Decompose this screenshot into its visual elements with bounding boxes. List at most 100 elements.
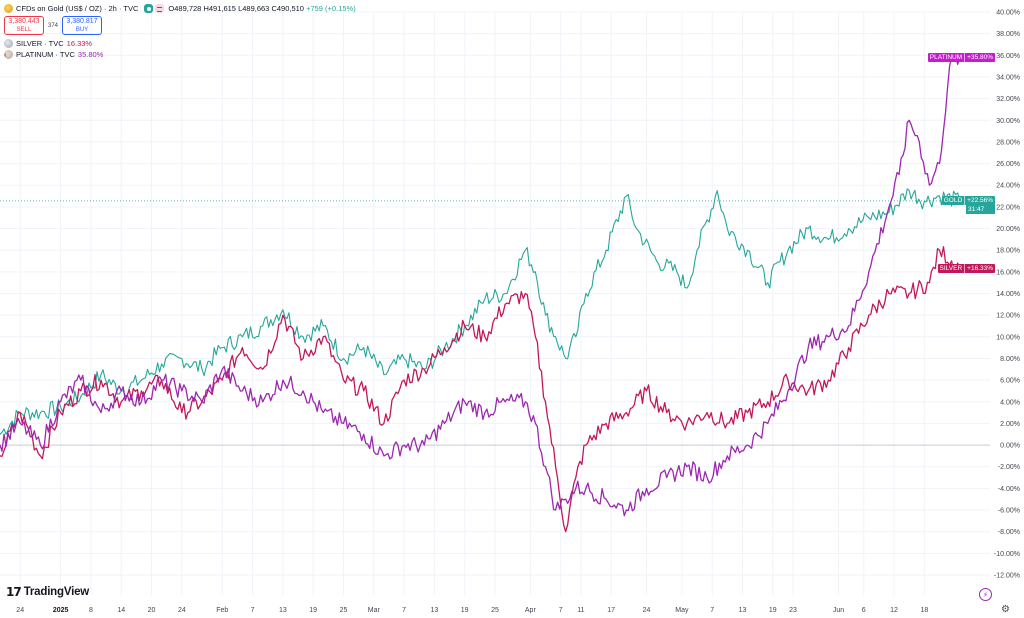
x-tick-label: 7 xyxy=(710,607,714,614)
spread-value: 374 xyxy=(47,22,58,29)
platinum-name: PLATINUM · TVC xyxy=(16,49,75,59)
x-tick-label: 13 xyxy=(430,607,438,614)
legend: CFDs on Gold (US$ / OZ) · 2h · TVC O489,… xyxy=(4,3,359,60)
tradingview-logo-text: TradingView xyxy=(23,586,90,598)
x-tick-label: 13 xyxy=(739,607,747,614)
lightning-icon[interactable]: ⚡ xyxy=(979,588,992,601)
series-line-platinum[interactable] xyxy=(0,55,961,517)
y-tick-label: 8.00% xyxy=(1000,356,1020,363)
x-tick-label: Apr xyxy=(525,607,537,614)
y-tick-label: 12.00% xyxy=(996,313,1020,320)
platinum-change: 35.80% xyxy=(77,49,104,59)
y-tick-label: 32.00% xyxy=(996,96,1020,103)
platinum-badge-value: +35.80% xyxy=(967,53,993,61)
x-tick-label: 6 xyxy=(862,607,866,614)
y-tick-label: 40.00% xyxy=(996,10,1020,17)
y-tick-label: 26.00% xyxy=(996,161,1020,168)
x-tick-label: 19 xyxy=(309,607,317,614)
buy-button[interactable]: 3,380.817 BUY xyxy=(62,16,102,35)
platinum-badge-name: PLATINUM xyxy=(928,52,966,62)
x-tick-label: 13 xyxy=(279,607,287,614)
x-tick-label: 11 xyxy=(577,607,584,614)
x-tick-label: May xyxy=(675,607,689,614)
sell-label: SELL xyxy=(16,27,32,33)
series-line-gold[interactable] xyxy=(0,188,961,435)
x-tick-label: 24 xyxy=(178,607,186,614)
settings-toggle-icon[interactable] xyxy=(155,4,165,13)
change-value: +759 (+0.15%) xyxy=(306,3,356,13)
y-tick-label: -10.00% xyxy=(994,551,1020,558)
y-tick-label: -2.00% xyxy=(998,464,1020,471)
gear-icon[interactable]: ⚙ xyxy=(1001,604,1010,615)
x-tick-label: 18 xyxy=(920,607,928,614)
x-tick-label: Feb xyxy=(216,607,228,614)
series-line-silver[interactable] xyxy=(0,246,961,533)
y-tick-label: -6.00% xyxy=(998,508,1020,515)
gold-badge-name: GOLD xyxy=(942,196,966,206)
y-tick-label: 6.00% xyxy=(1000,378,1020,385)
gold-badge: GOLD +22.56% xyxy=(941,196,995,206)
gold-symbol-icon xyxy=(4,4,13,13)
x-tick-label: 23 xyxy=(789,607,797,614)
y-tick-label: 36.00% xyxy=(996,53,1020,60)
x-tick-label: 24 xyxy=(16,607,24,614)
high-value: H491,615 xyxy=(203,3,236,13)
tradingview-logo[interactable]: 𝟭𝟳 TradingView xyxy=(6,585,89,599)
y-tick-label: 0.00% xyxy=(1000,443,1020,450)
sell-price: 3,380.443 xyxy=(8,18,40,25)
x-tick-label: Jun xyxy=(833,607,844,614)
y-tick-label: 10.00% xyxy=(996,334,1020,341)
sell-button[interactable]: 3,380.443 SELL xyxy=(4,16,44,35)
legend-item-silver[interactable]: SILVER · TVC 16.33% xyxy=(4,38,359,49)
low-value: L489,663 xyxy=(238,3,270,13)
x-tick-label: 8 xyxy=(89,607,93,614)
close-value: C490,510 xyxy=(271,3,304,13)
x-tick-label: 14 xyxy=(117,607,125,614)
platinum-badge: PLATINUM +35.80% xyxy=(927,52,995,62)
y-tick-label: 38.00% xyxy=(996,31,1020,38)
series-group xyxy=(0,55,961,533)
y-tick-label: 22.00% xyxy=(996,204,1020,211)
x-tick-label: Mar xyxy=(368,607,381,614)
buy-label: BUY xyxy=(75,27,89,33)
x-tick-label: 2025 xyxy=(53,607,69,614)
y-tick-label: 16.00% xyxy=(996,269,1020,276)
y-tick-label: -12.00% xyxy=(994,573,1020,580)
x-tick-label: 25 xyxy=(491,607,499,614)
platinum-symbol-icon xyxy=(4,50,13,59)
silver-badge-name: SILVER xyxy=(938,263,966,273)
y-tick-label: 28.00% xyxy=(996,139,1020,146)
x-tick-label: 7 xyxy=(559,607,563,614)
visibility-icon[interactable] xyxy=(144,4,154,13)
y-tick-label: -4.00% xyxy=(998,486,1020,493)
open-value: O489,728 xyxy=(168,3,202,13)
main-symbol-row[interactable]: CFDs on Gold (US$ / OZ) · 2h · TVC O489,… xyxy=(4,3,359,14)
silver-symbol-icon xyxy=(4,39,13,48)
silver-change: 16.33% xyxy=(66,38,93,48)
y-tick-label: 20.00% xyxy=(996,226,1020,233)
y-tick-label: 34.00% xyxy=(996,74,1020,81)
x-tick-label: 7 xyxy=(402,607,406,614)
x-tick-label: 12 xyxy=(890,607,898,614)
legend-item-platinum[interactable]: PLATINUM · TVC 35.80% xyxy=(4,49,359,60)
trade-panel: 3,380.443 SELL 374 3,380.817 BUY xyxy=(4,16,359,35)
y-axis[interactable]: 40.00% 38.00% 36.00% 34.00% 32.00% 30.00% 28.0… xyxy=(994,10,1020,580)
silver-badge-value: +16.33% xyxy=(967,264,993,272)
y-tick-label: 30.00% xyxy=(996,118,1020,125)
x-axis[interactable]: 24 2025 8 14 20 24 Feb 7 13 19 25 Mar 7 13 19 25 Apr 7 11 1… xyxy=(16,607,928,614)
x-tick-label: 25 xyxy=(340,607,348,614)
x-tick-label: 19 xyxy=(769,607,777,614)
gold-countdown: 31:47 xyxy=(966,205,995,215)
tradingview-mark-icon: 𝟭𝟳 xyxy=(6,585,22,599)
chevron-left-icon[interactable]: ‹ xyxy=(4,52,7,59)
x-tick-label: 20 xyxy=(148,607,156,614)
x-tick-label: 19 xyxy=(461,607,469,614)
y-tick-label: 4.00% xyxy=(1000,399,1020,406)
symbol-title[interactable]: CFDs on Gold (US$ / OZ) · 2h · TVC xyxy=(16,3,139,13)
x-tick-label: 24 xyxy=(643,607,651,614)
x-tick-label: 17 xyxy=(607,607,615,614)
silver-badge: SILVER +16.33% xyxy=(937,263,995,273)
y-tick-label: 24.00% xyxy=(996,183,1020,190)
y-tick-label: 2.00% xyxy=(1000,421,1020,428)
